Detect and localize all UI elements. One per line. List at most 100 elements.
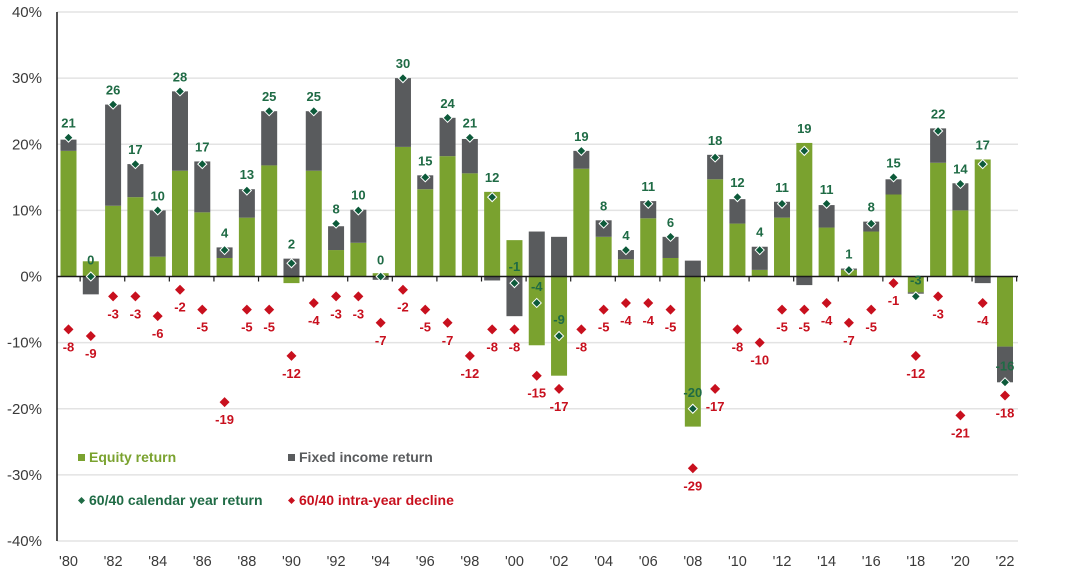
- equity-bar: [573, 168, 590, 277]
- decline-marker: [174, 284, 185, 295]
- decline-label: -5: [865, 320, 877, 335]
- fixed-income-bar: [149, 210, 166, 257]
- x-tick-label: '86: [193, 554, 212, 570]
- fixed-income-bar: [328, 226, 345, 251]
- equity-bar: [997, 276, 1013, 347]
- fixed-income-bar: [885, 179, 902, 195]
- calendar-return-label: 2: [288, 237, 295, 252]
- x-axis: [57, 275, 1018, 282]
- decline-marker: [665, 304, 676, 315]
- equity-bar: [528, 276, 545, 346]
- fixed-income-bar: [528, 231, 545, 277]
- calendar-return-label: 17: [128, 142, 142, 157]
- fixed-income-bar: [573, 150, 590, 169]
- fixed-income-bar: [751, 246, 768, 270]
- y-tick-label: -10%: [7, 335, 42, 352]
- legend-diamond-icon: [288, 497, 295, 504]
- calendar-return-label: 12: [730, 175, 744, 190]
- calendar-return-marker: [553, 330, 565, 342]
- decline-marker: [777, 304, 788, 315]
- equity-bar: [595, 236, 612, 277]
- equity-bar: [684, 276, 701, 427]
- x-tick-label: '82: [104, 554, 123, 570]
- fixed-income-bar: [930, 128, 947, 163]
- legend-label: 60/40 intra-year decline: [299, 492, 454, 508]
- decline-label: -8: [509, 339, 521, 354]
- decline-label: -12: [282, 366, 301, 381]
- decline-marker: [286, 350, 297, 361]
- calendar-return-marker: [754, 244, 765, 256]
- decline-label: -12: [906, 366, 925, 381]
- calendar-return-label: 1: [845, 247, 852, 262]
- data-labels: -821-90-326-317-610-228-517-194-513-525-…: [61, 56, 1014, 493]
- calendar-return-label: 25: [262, 89, 276, 104]
- decline-marker: [130, 291, 141, 302]
- equity-bar: [328, 250, 345, 277]
- decline-label: -7: [442, 333, 454, 348]
- decline-label: -5: [419, 320, 431, 335]
- fixed-income-bar: [997, 346, 1013, 383]
- equity-bar: [216, 257, 233, 277]
- decline-label: -8: [63, 339, 75, 354]
- decline-marker: [442, 317, 453, 328]
- y-tick-label: -30%: [7, 467, 42, 484]
- decline-label: -3: [353, 306, 365, 321]
- decline-label: -6: [152, 326, 164, 341]
- decline-label: -5: [263, 320, 275, 335]
- decline-label: -5: [197, 320, 209, 335]
- decline-marker: [108, 291, 119, 302]
- calendar-return-marker: [977, 158, 988, 170]
- decline-marker: [933, 291, 944, 302]
- calendar-return-marker: [286, 258, 297, 269]
- calendar-return-label: 10: [351, 188, 365, 203]
- legend: Equity return Fixed income return 60/40 ca…: [78, 449, 454, 508]
- calendar-return-marker: [709, 152, 721, 163]
- equity-bar: [105, 205, 122, 277]
- decline-marker: [710, 383, 721, 394]
- calendar-return-marker: [420, 172, 431, 183]
- fixed-income-bar: [551, 236, 568, 277]
- x-tick-label: '10: [728, 554, 747, 570]
- calendar-return-marker: [531, 297, 542, 309]
- equity-bar: [461, 173, 478, 277]
- fixed-income-bar: [105, 104, 122, 206]
- decline-marker: [464, 350, 475, 361]
- calendar-return-marker: [910, 291, 922, 302]
- decline-marker: [397, 284, 408, 295]
- fixed-income-bar: [484, 276, 501, 281]
- decline-marker: [1000, 390, 1010, 401]
- equity-bar: [796, 142, 813, 277]
- calendar-return-label: 22: [931, 106, 945, 121]
- equity-bar: [149, 256, 166, 277]
- decline-marker: [353, 291, 364, 302]
- fixed-income-bar: [707, 154, 724, 180]
- y-tick-label: -20%: [7, 401, 42, 418]
- legend-item: 60/40 intra-year decline: [288, 492, 454, 508]
- equity-bar: [751, 269, 768, 277]
- fixed-income-bar: [774, 201, 791, 218]
- fixed-income-bar: [82, 276, 99, 295]
- calendar-return-marker: [219, 244, 230, 256]
- equity-bar: [506, 240, 523, 277]
- equity-bar: [127, 197, 144, 277]
- calendar-return-marker: [576, 145, 587, 157]
- calendar-return-marker: [464, 132, 476, 143]
- x-tick-label: '96: [416, 554, 435, 570]
- equity-bar: [350, 242, 367, 277]
- calendar-return-marker: [130, 158, 141, 170]
- legend-item: 60/40 calendar year return: [78, 492, 263, 508]
- fixed-income-bar: [305, 111, 322, 171]
- decline-marker: [643, 297, 654, 308]
- decline-label: -7: [375, 333, 387, 348]
- calendar-return-label: 11: [775, 180, 789, 195]
- calendar-return-label: 21: [61, 116, 75, 131]
- equity-bar: [774, 217, 791, 277]
- fixed-income-bar: [796, 276, 813, 286]
- calendar-return-label: 11: [820, 182, 834, 197]
- decline-label: -19: [215, 412, 234, 427]
- calendar-return-label: 10: [150, 188, 164, 203]
- y-tick-label: 0%: [20, 269, 42, 286]
- equity-bar: [930, 162, 947, 277]
- fixed-income-bar: [662, 236, 679, 258]
- x-tick-label: '00: [505, 554, 524, 570]
